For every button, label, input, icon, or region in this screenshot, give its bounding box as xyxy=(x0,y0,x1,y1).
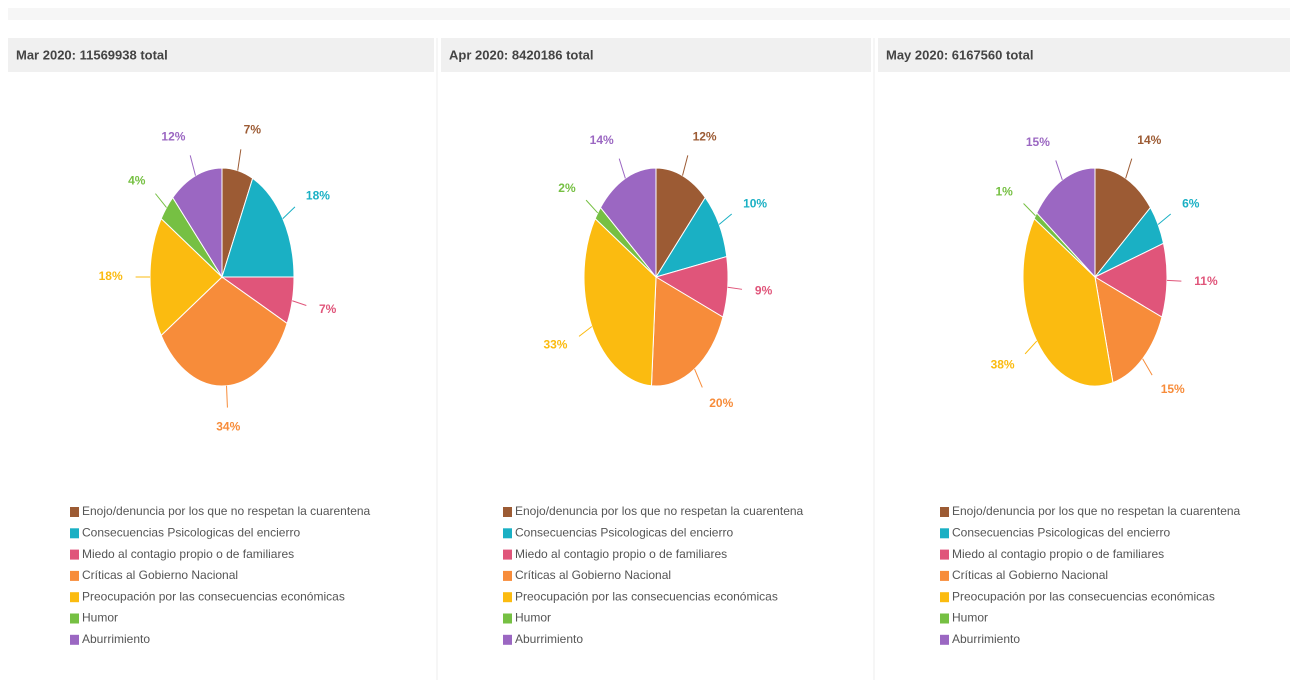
legend-label: Miedo al contagio propio o de familiares xyxy=(515,547,727,561)
panel-title: Mar 2020: 11569938 total xyxy=(16,47,168,62)
leader-line xyxy=(1166,279,1182,282)
leader-line xyxy=(682,155,689,176)
legend-swatch xyxy=(70,507,79,517)
legend-swatch xyxy=(940,507,949,517)
pie-slice xyxy=(149,217,223,337)
value-label: 9% xyxy=(755,283,773,297)
value-label: 14% xyxy=(590,133,614,147)
leader-line xyxy=(237,149,242,171)
pie-slice xyxy=(599,167,657,279)
value-label: 14% xyxy=(1137,133,1161,147)
legend-label: Preocupación por las consecuencias econó… xyxy=(82,589,345,603)
legend-label: Enojo/denuncia por los que no respetan l… xyxy=(952,504,1241,518)
value-label: 18% xyxy=(306,189,330,203)
value-label: 12% xyxy=(693,129,717,143)
leader-line xyxy=(292,300,307,307)
pie-slice xyxy=(160,276,288,387)
leader-line xyxy=(578,326,593,337)
legend-swatch xyxy=(503,549,512,560)
legend-label: Miedo al contagio propio o de familiares xyxy=(82,547,294,561)
legend-swatch xyxy=(70,570,79,581)
legend-swatch xyxy=(70,549,79,560)
leader-line xyxy=(1125,158,1133,179)
pie-slice xyxy=(221,177,295,278)
legend-label: Críticas al Gobierno Nacional xyxy=(952,568,1108,582)
panel-header xyxy=(8,38,434,72)
legend-label: Aburrimiento xyxy=(515,632,583,646)
value-label: 7% xyxy=(319,302,337,316)
legend-swatch xyxy=(70,634,79,645)
panel-header xyxy=(441,38,871,72)
legend-swatch xyxy=(70,613,79,624)
value-label: 10% xyxy=(743,197,767,211)
leader-line xyxy=(694,368,703,388)
legend-swatch xyxy=(940,528,949,539)
value-label: 33% xyxy=(543,337,567,351)
leader-line xyxy=(727,286,743,290)
legend-swatch xyxy=(503,507,512,517)
panel-title: May 2020: 6167560 total xyxy=(886,47,1033,62)
value-label: 15% xyxy=(1026,135,1050,149)
leader-line xyxy=(585,199,599,214)
value-label: 2% xyxy=(558,181,576,195)
value-label: 20% xyxy=(709,396,733,410)
value-label: 18% xyxy=(99,269,123,283)
value-label: 7% xyxy=(244,122,262,136)
legend-label: Consecuencias Psicologicas del encierro xyxy=(515,525,733,539)
panel-header xyxy=(878,38,1290,72)
legend-label: Consecuencias Psicologicas del encierro xyxy=(952,525,1170,539)
leader-line xyxy=(1055,160,1063,181)
leader-line xyxy=(1142,358,1153,376)
legend-label: Críticas al Gobierno Nacional xyxy=(82,568,238,582)
value-label: 11% xyxy=(1194,274,1218,288)
value-label: 1% xyxy=(995,185,1013,199)
leader-line xyxy=(155,193,167,208)
value-label: 4% xyxy=(128,173,146,187)
legend-label: Humor xyxy=(82,611,118,625)
legend-swatch xyxy=(70,528,79,539)
pie-slice xyxy=(1094,276,1163,384)
legend-label: Consecuencias Psicologicas del encierro xyxy=(82,525,300,539)
leader-line xyxy=(1024,340,1038,355)
legend-swatch xyxy=(503,528,512,539)
legend-label: Preocupación por las consecuencias econó… xyxy=(952,589,1215,603)
leader-line xyxy=(618,158,626,179)
legend-swatch xyxy=(503,570,512,581)
legend-swatch xyxy=(70,592,79,603)
legend-swatch xyxy=(940,570,949,581)
value-label: 6% xyxy=(1182,197,1200,211)
value-label: 34% xyxy=(216,419,240,433)
legend-label: Humor xyxy=(515,611,551,625)
value-label: 38% xyxy=(991,358,1015,372)
legend-swatch xyxy=(503,592,512,603)
legend-label: Aburrimiento xyxy=(82,632,150,646)
legend-swatch xyxy=(940,592,949,603)
leader-line xyxy=(1023,203,1036,217)
leader-line xyxy=(1157,213,1172,225)
leader-line xyxy=(226,385,228,408)
legend-swatch xyxy=(940,549,949,560)
top-bar xyxy=(8,8,1290,20)
legend-swatch xyxy=(503,613,512,624)
legend-label: Enojo/denuncia por los que no respetan l… xyxy=(515,504,804,518)
value-label: 15% xyxy=(1161,382,1185,396)
leader-line xyxy=(718,213,733,225)
leader-line xyxy=(189,155,196,176)
legend-label: Aburrimiento xyxy=(952,632,1020,646)
legend-label: Humor xyxy=(952,611,988,625)
legend-swatch xyxy=(940,634,949,645)
legend-label: Críticas al Gobierno Nacional xyxy=(515,568,671,582)
legend-label: Preocupación por las consecuencias econó… xyxy=(515,589,778,603)
legend-swatch xyxy=(940,613,949,624)
legend-swatch xyxy=(503,634,512,645)
legend-label: Enojo/denuncia por los que no respetan l… xyxy=(82,504,371,518)
value-label: 12% xyxy=(161,129,185,143)
pie-slice xyxy=(1093,242,1168,318)
leader-line xyxy=(282,206,296,219)
panel-title: Apr 2020: 8420186 total xyxy=(449,47,594,62)
legend-label: Miedo al contagio propio o de familiares xyxy=(952,547,1164,561)
